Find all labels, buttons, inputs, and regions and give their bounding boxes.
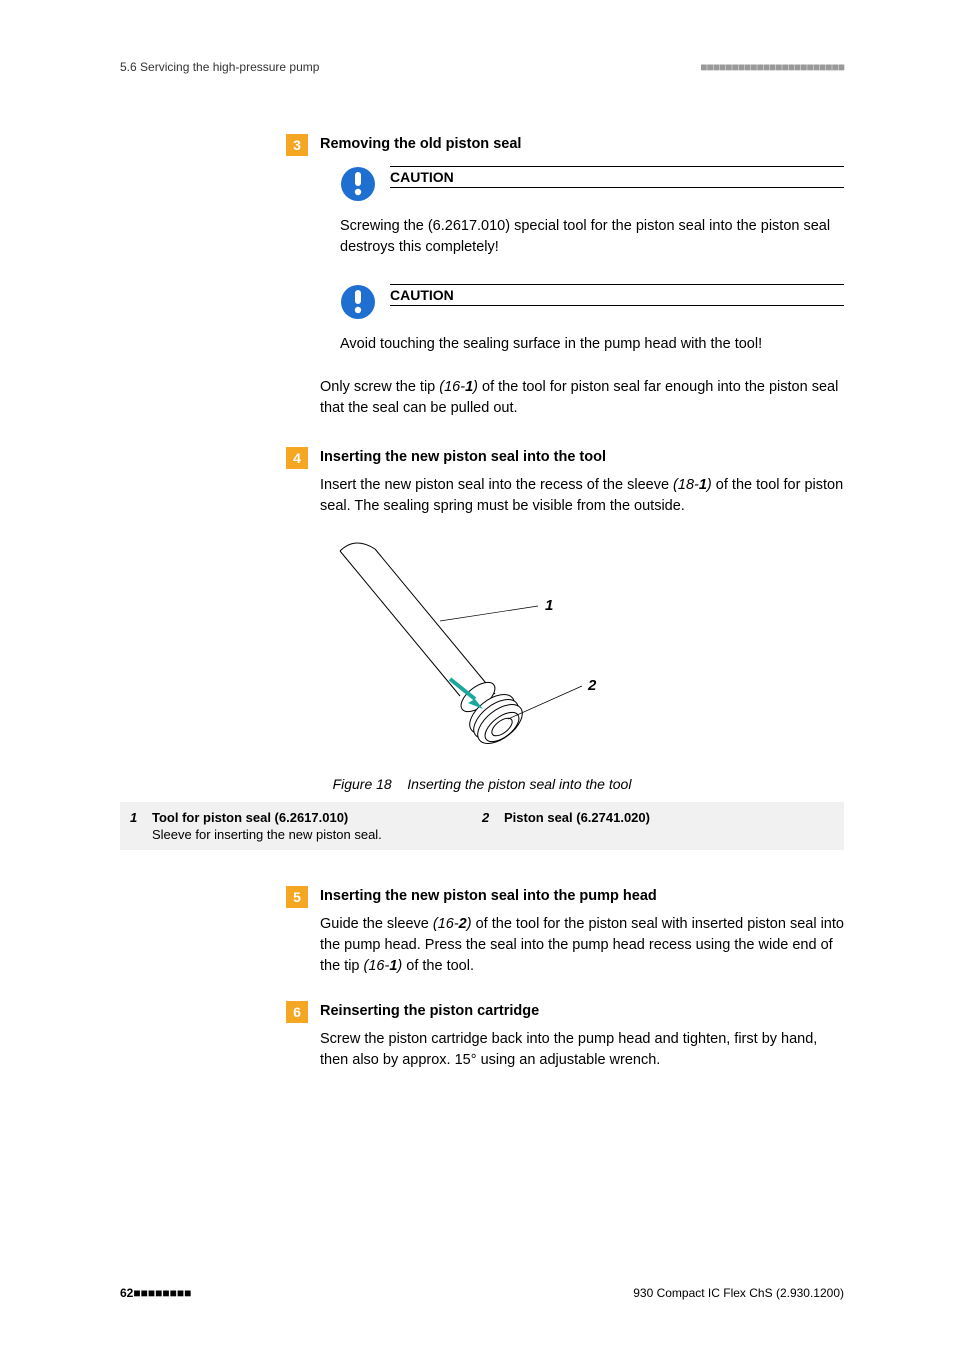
text: Guide the sleeve	[320, 916, 433, 932]
caution-body: Screwing the (6.2617.010) special tool f…	[340, 216, 844, 258]
figure-label-2: 2	[587, 677, 597, 694]
divider	[390, 166, 844, 167]
header-right-ornament: ■■■■■■■■■■■■■■■■■■■■■■■	[700, 60, 844, 74]
step-title: Reinserting the piston cartridge	[320, 1003, 539, 1019]
header-left: 5.6 Servicing the high-pressure pump	[120, 60, 319, 74]
legend-num: 2	[482, 810, 504, 825]
figure-legend: 1 Tool for piston seal (6.2617.010) Slee…	[120, 802, 844, 850]
text: Only screw the tip	[320, 379, 439, 395]
footer-ornament: ■■■■■■■■	[133, 1286, 191, 1300]
ref-italic: (16-	[364, 958, 390, 974]
ref-bold: 1	[465, 379, 473, 395]
footer-right: 930 Compact IC Flex ChS (2.930.1200)	[633, 1286, 844, 1300]
text: Insert the new piston seal into the rece…	[320, 477, 673, 493]
step-number: 4	[286, 447, 308, 469]
divider	[390, 305, 844, 306]
divider	[390, 284, 844, 285]
step-number: 5	[286, 886, 308, 908]
caution-label: CAUTION	[390, 287, 844, 303]
ref-italic: (16-	[433, 916, 459, 932]
figure-label-1: 1	[545, 597, 553, 614]
figure-caption-body: Inserting the piston seal into the tool	[407, 776, 631, 792]
step-number: 3	[286, 134, 308, 156]
step-title: Removing the old piston seal	[320, 136, 521, 152]
ref-italic: (18-	[673, 477, 699, 493]
step-title: Inserting the new piston seal into the p…	[320, 888, 657, 904]
step-title: Inserting the new piston seal into the t…	[320, 449, 606, 465]
ref-italic: (16-	[439, 379, 465, 395]
divider	[390, 187, 844, 188]
legend-desc: Sleeve for inserting the new piston seal…	[152, 827, 382, 842]
page-number: 62	[120, 1286, 133, 1300]
legend-num: 1	[130, 810, 152, 825]
footer-left: 62■■■■■■■■	[120, 1286, 191, 1300]
step-body: Only screw the tip (16-1) of the tool fo…	[320, 377, 844, 419]
caution-body: Avoid touching the sealing surface in th…	[340, 334, 844, 355]
caution-label: CAUTION	[390, 169, 844, 185]
legend-title: Piston seal (6.2741.020)	[504, 810, 650, 825]
step-body: Guide the sleeve (16-2) of the tool for …	[320, 914, 844, 977]
text: of the tool.	[402, 958, 474, 974]
step-body: Screw the piston cartridge back into the…	[320, 1029, 844, 1071]
figure: 1 2	[320, 531, 844, 766]
step-number: 6	[286, 1001, 308, 1023]
ref-bold: 1	[699, 477, 707, 493]
caution-icon	[340, 284, 376, 320]
figure-caption: Figure 18 Inserting the piston seal into…	[120, 776, 844, 792]
ref-bold: 2	[459, 916, 467, 932]
caution-icon	[340, 166, 376, 202]
figure-caption-prefix: Figure 18	[333, 776, 392, 792]
step-body: Insert the new piston seal into the rece…	[320, 475, 844, 517]
legend-title: Tool for piston seal (6.2617.010)	[152, 810, 348, 825]
